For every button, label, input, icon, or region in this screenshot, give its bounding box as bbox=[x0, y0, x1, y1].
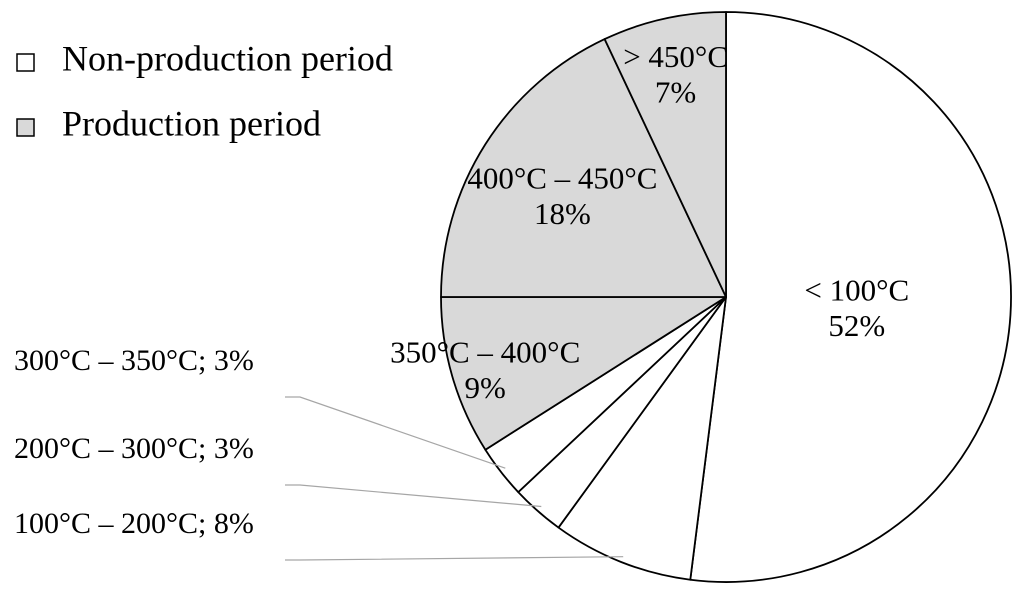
callout-label-100-c-200-c: 100°C – 200°C; 8% bbox=[14, 507, 254, 540]
legend: Non-production period Production period bbox=[16, 38, 393, 143]
slice-label-100-c: < 100°C 52% bbox=[804, 273, 909, 344]
leader-line-200-c-300-c bbox=[285, 484, 542, 508]
slice-100-c bbox=[689, 11, 1012, 583]
leader-line-100-c-200-c bbox=[285, 556, 624, 561]
slice-350-c-400-c bbox=[440, 296, 727, 451]
slice-100-c-200-c bbox=[557, 296, 727, 581]
slice-label-400-c-450-c: 400°C – 450°C 18% bbox=[467, 161, 657, 232]
slice-450-c bbox=[603, 11, 727, 298]
legend-swatch-non-production-period bbox=[16, 53, 35, 72]
slice-label-450-c: > 450°C 7% bbox=[623, 39, 728, 110]
callout-label-200-c-300-c: 200°C – 300°C; 3% bbox=[14, 432, 254, 465]
leader-line-300-c-350-c bbox=[285, 396, 506, 469]
callout-leader-lines bbox=[285, 396, 624, 561]
slice-400-c-450-c bbox=[440, 38, 727, 298]
slice-label-350-c-400-c: 350°C – 400°C 9% bbox=[390, 334, 580, 405]
callout-label-300-c-350-c: 300°C – 350°C; 3% bbox=[14, 344, 254, 377]
legend-label-production-period: Production period bbox=[62, 103, 321, 143]
pie-slices bbox=[440, 11, 1012, 583]
slice-labels: < 100°C 52% 100°C – 200°C; 8% 200°C – 300°C… bbox=[14, 39, 909, 540]
legend-label-non-production-period: Non-production period bbox=[62, 38, 393, 78]
legend-swatch-production-period bbox=[16, 118, 35, 137]
